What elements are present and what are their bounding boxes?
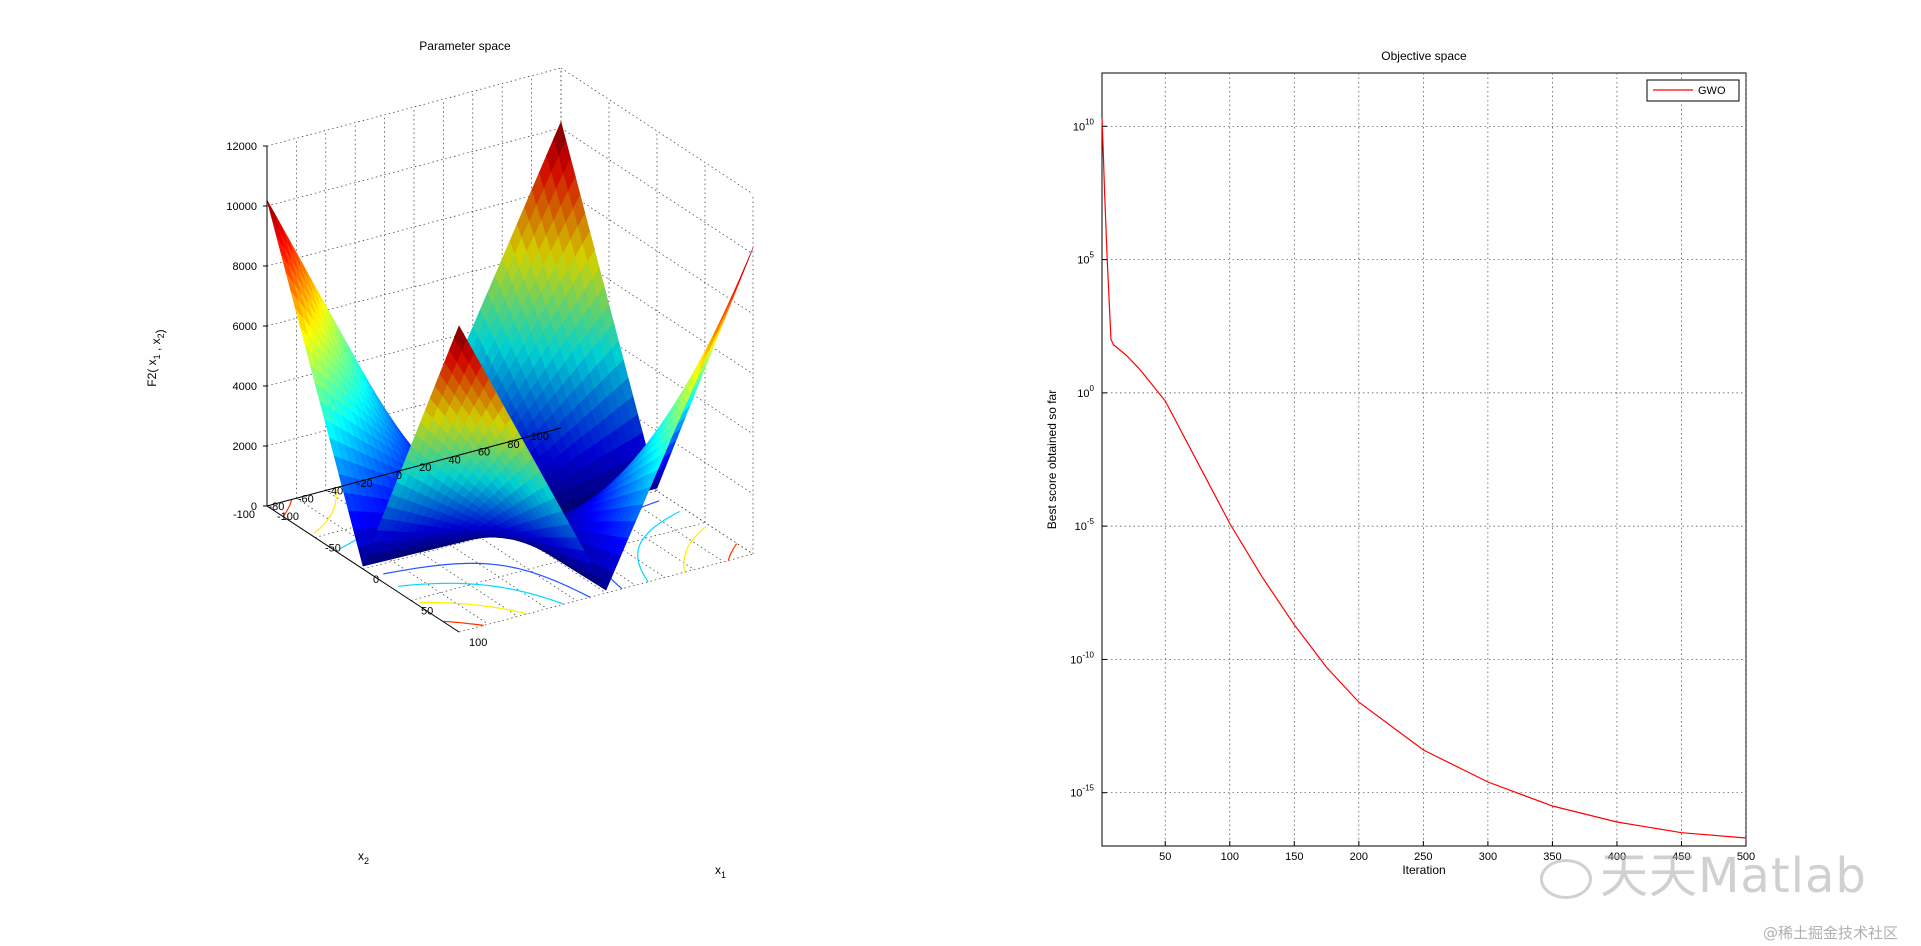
x-tick-label: 100	[1221, 851, 1239, 863]
x1-axis-label: x1	[715, 863, 726, 880]
x-tick-label: 500	[1737, 851, 1755, 863]
z-tick-label: 2000	[233, 441, 257, 453]
x-tick-label: 300	[1479, 851, 1497, 863]
series-line-gwo	[1101, 118, 1747, 839]
x-tick-label: 450	[1672, 851, 1690, 863]
objective-space-plot: Objective space 50 100 150 200 250 300 350 400 4…	[1045, 49, 1755, 877]
x2-tick-label: -100	[233, 509, 255, 521]
watermark-credit: @稀土掘金技术社区	[1763, 924, 1899, 942]
parameter-space-plot: Parameter space 020004000600080001000012…	[145, 39, 754, 880]
legend: GWO	[1646, 79, 1740, 102]
watermark-brand-text: 天天Matlab	[1600, 848, 1867, 904]
z-tick-label: 8000	[233, 261, 257, 273]
wechat-icon	[1540, 859, 1592, 899]
surface-patch	[711, 316, 724, 342]
z-axis-label: F2( x1 , x2)	[145, 329, 167, 386]
objective-space-title: Objective space	[1381, 49, 1467, 63]
y-axis-label: Best score obtained so far	[1045, 390, 1059, 529]
x-tick-label: 400	[1608, 851, 1626, 863]
x1-tick-label: -100	[277, 511, 299, 523]
x2-tick-label: 100	[531, 431, 549, 443]
x-tick-label: 250	[1414, 851, 1432, 863]
y-tick-label: 10-15	[1070, 784, 1094, 800]
z-tick-label: 0	[251, 501, 257, 513]
plot-frame	[1101, 72, 1747, 847]
parameter-space-ticks: 020004000600080001000012000-100-80-60-40…	[226, 141, 562, 649]
x-tick-label: 50	[1159, 851, 1171, 863]
objective-space-ticks: 50 100 150 200 250 300 350 400 450 50010101051001…	[1070, 117, 1755, 863]
objective-space-grid	[1102, 73, 1747, 846]
surface-patch	[453, 325, 467, 352]
z-tick-label: 6000	[233, 321, 257, 333]
parameter-space-surface	[266, 121, 754, 591]
y-tick-label: 10-5	[1075, 517, 1095, 533]
z-tick-label: 4000	[233, 381, 257, 393]
surface-patch	[266, 199, 280, 231]
y-tick-label: 100	[1077, 384, 1094, 400]
x1-tick-label: 100	[469, 637, 487, 649]
x-tick-label: 200	[1350, 851, 1368, 863]
parameter-space-title: Parameter space	[419, 39, 511, 53]
x1-tick-label: 0	[373, 574, 379, 586]
y-tick-label: 105	[1077, 251, 1094, 267]
x-tick-label: 150	[1285, 851, 1303, 863]
x2-axis-label: x2	[358, 849, 369, 866]
x2-tick-label: 0	[396, 470, 402, 482]
legend-label: GWO	[1698, 85, 1726, 97]
x-axis-label: Iteration	[1402, 863, 1445, 877]
z-tick-label: 12000	[226, 141, 257, 153]
z-tick-label: 10000	[226, 201, 257, 213]
y-tick-label: 1010	[1073, 117, 1095, 133]
watermark-brand: 天天Matlab	[1540, 836, 1867, 906]
y-tick-label: 10-10	[1070, 650, 1094, 666]
